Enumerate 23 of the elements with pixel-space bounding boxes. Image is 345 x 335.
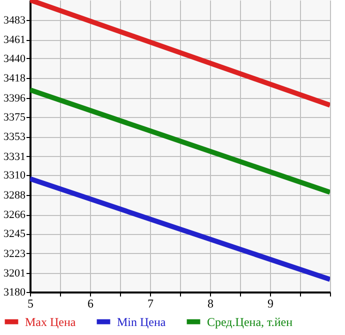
y-tick-label: 3223 <box>4 248 26 260</box>
y-tick-label: 3266 <box>4 209 26 222</box>
y-tick-label: 3180 <box>4 286 26 298</box>
y-tick-label: 3418 <box>4 72 26 85</box>
x-tick-label: 6 <box>88 296 94 310</box>
y-tick-label: 3201 <box>4 268 26 280</box>
y-tick-label: 3375 <box>4 111 26 124</box>
legend-label: Max Цена <box>25 314 76 329</box>
legend-label: Сред.Цена, т.йен <box>207 314 294 329</box>
y-tick-label: 3440 <box>4 52 26 65</box>
y-tick-label: 3310 <box>4 170 26 182</box>
y-tick-label: 3483 <box>4 14 26 26</box>
y-tick-label: 3353 <box>4 131 26 144</box>
y-tick-label: 3245 <box>4 228 26 240</box>
x-tick-label: 5 <box>28 296 34 310</box>
x-tick-label: 9 <box>268 296 274 310</box>
y-tick-label: 3288 <box>4 189 26 202</box>
x-tick-label: 8 <box>208 296 214 310</box>
x-tick-label: 7 <box>148 296 154 310</box>
legend-label: Min Цена <box>117 314 166 329</box>
y-tick-label: 3396 <box>4 92 26 104</box>
y-tick-label: 3331 <box>4 150 26 163</box>
y-tick-label: 3461 <box>4 34 26 46</box>
